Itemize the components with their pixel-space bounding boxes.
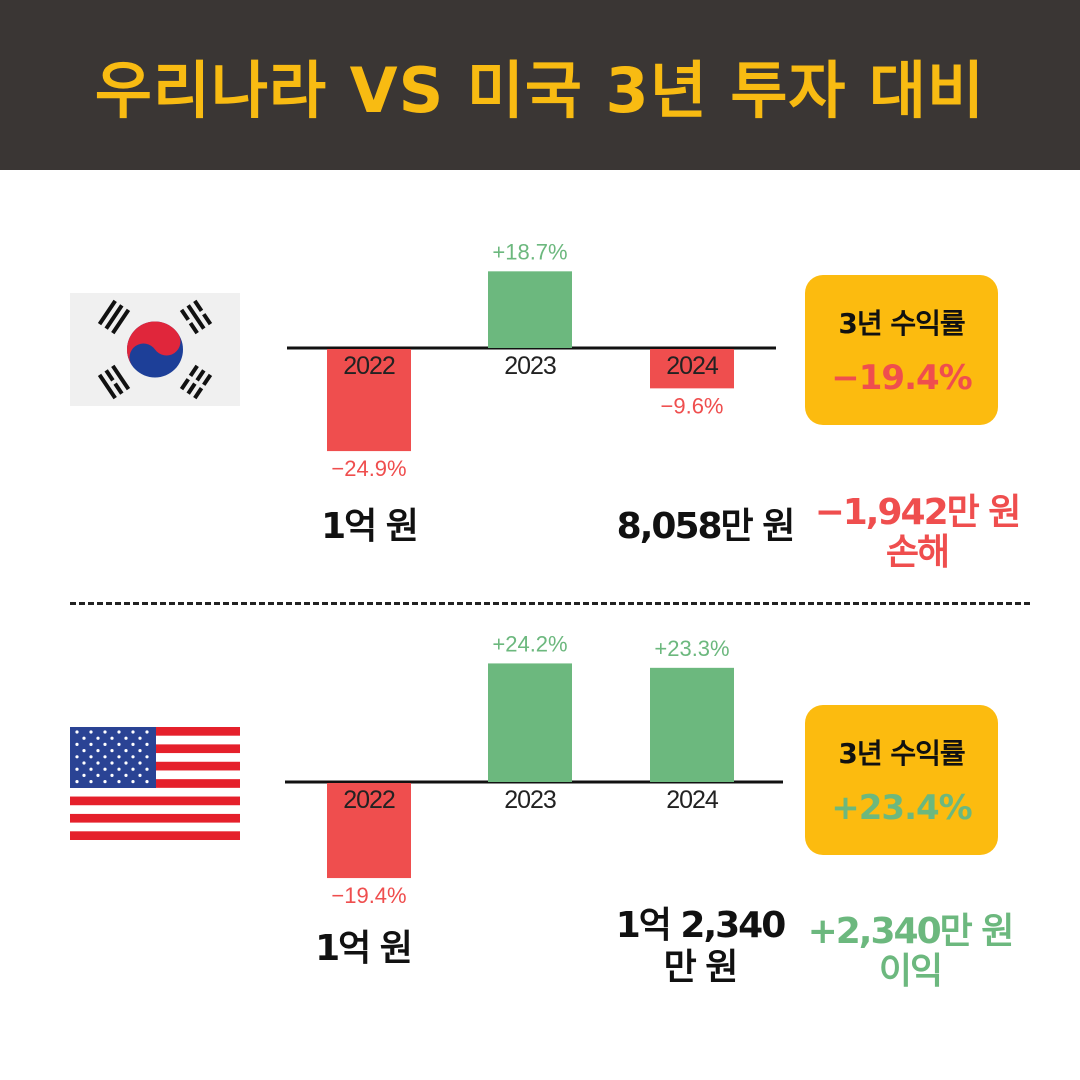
tick-label-2023: 2023	[504, 786, 556, 814]
korea-result-word: 손해	[885, 532, 950, 573]
tick-label-2024: 2024	[666, 352, 719, 380]
usa-flag-icon	[70, 727, 240, 840]
section-divider	[70, 602, 1030, 605]
bar-2024	[650, 349, 734, 389]
usa-result-amount: +2,340만 원	[807, 911, 1015, 952]
data-label-2023: +24.2%	[492, 631, 567, 656]
usa-return-box: 3년 수익률 +23.4%	[805, 705, 998, 855]
korea-bar-chart-svg: 2022 −24.9% 2023 +18.7% 2024 −9.6%	[287, 239, 776, 481]
korea-return-box: 3년 수익률 −19.4%	[805, 275, 998, 425]
tick-label-2024: 2024	[666, 786, 719, 814]
usa-end-amount: 1억 2,340 만 원	[595, 905, 805, 989]
tick-label-2022: 2022	[343, 786, 395, 814]
usa-start-amount: 1억 원	[315, 928, 413, 969]
usa-return-label: 3년 수익률	[838, 737, 965, 770]
data-label-2022: −19.4%	[331, 883, 406, 908]
bar-2023	[488, 663, 572, 782]
usa-result: +2,340만 원 이익	[790, 912, 1030, 992]
tick-label-2022: 2022	[343, 352, 395, 380]
tick-label-2023: 2023	[504, 352, 556, 380]
korea-return-label: 3년 수익률	[838, 307, 965, 340]
header-bar: 우리나라 VS 미국 3년 투자 대비	[0, 0, 1080, 170]
data-label-2023: +18.7%	[492, 239, 567, 264]
bar-2023	[488, 271, 572, 348]
page-title: 우리나라 VS 미국 3년 투자 대비	[94, 54, 986, 127]
data-label-2024: +23.3%	[654, 636, 729, 661]
korea-result: −1,942만 원 손해	[797, 493, 1037, 573]
korea-return-value: −19.4%	[831, 358, 972, 398]
usa-result-word: 이익	[878, 951, 943, 992]
bar-2022	[327, 349, 411, 452]
korea-end-amount: 8,058만 원	[616, 506, 796, 547]
korea-bar-chart: 2022 −24.9% 2023 +18.7% 2024 −9.6%	[287, 239, 776, 481]
korea-result-amount: −1,942만 원	[814, 492, 1022, 533]
usa-end-amount-line1: 1억 2,340	[615, 905, 787, 946]
usa-return-value: +23.4%	[831, 788, 972, 828]
south-korea-flag-icon	[70, 293, 240, 406]
bar-2024	[650, 667, 734, 782]
data-label-2024: −9.6%	[661, 393, 724, 418]
korea-start-amount: 1억 원	[321, 506, 419, 547]
data-label-2022: −24.9%	[331, 456, 406, 481]
bar-2022	[327, 783, 411, 879]
usa-end-amount-line2: 만 원	[663, 947, 739, 988]
